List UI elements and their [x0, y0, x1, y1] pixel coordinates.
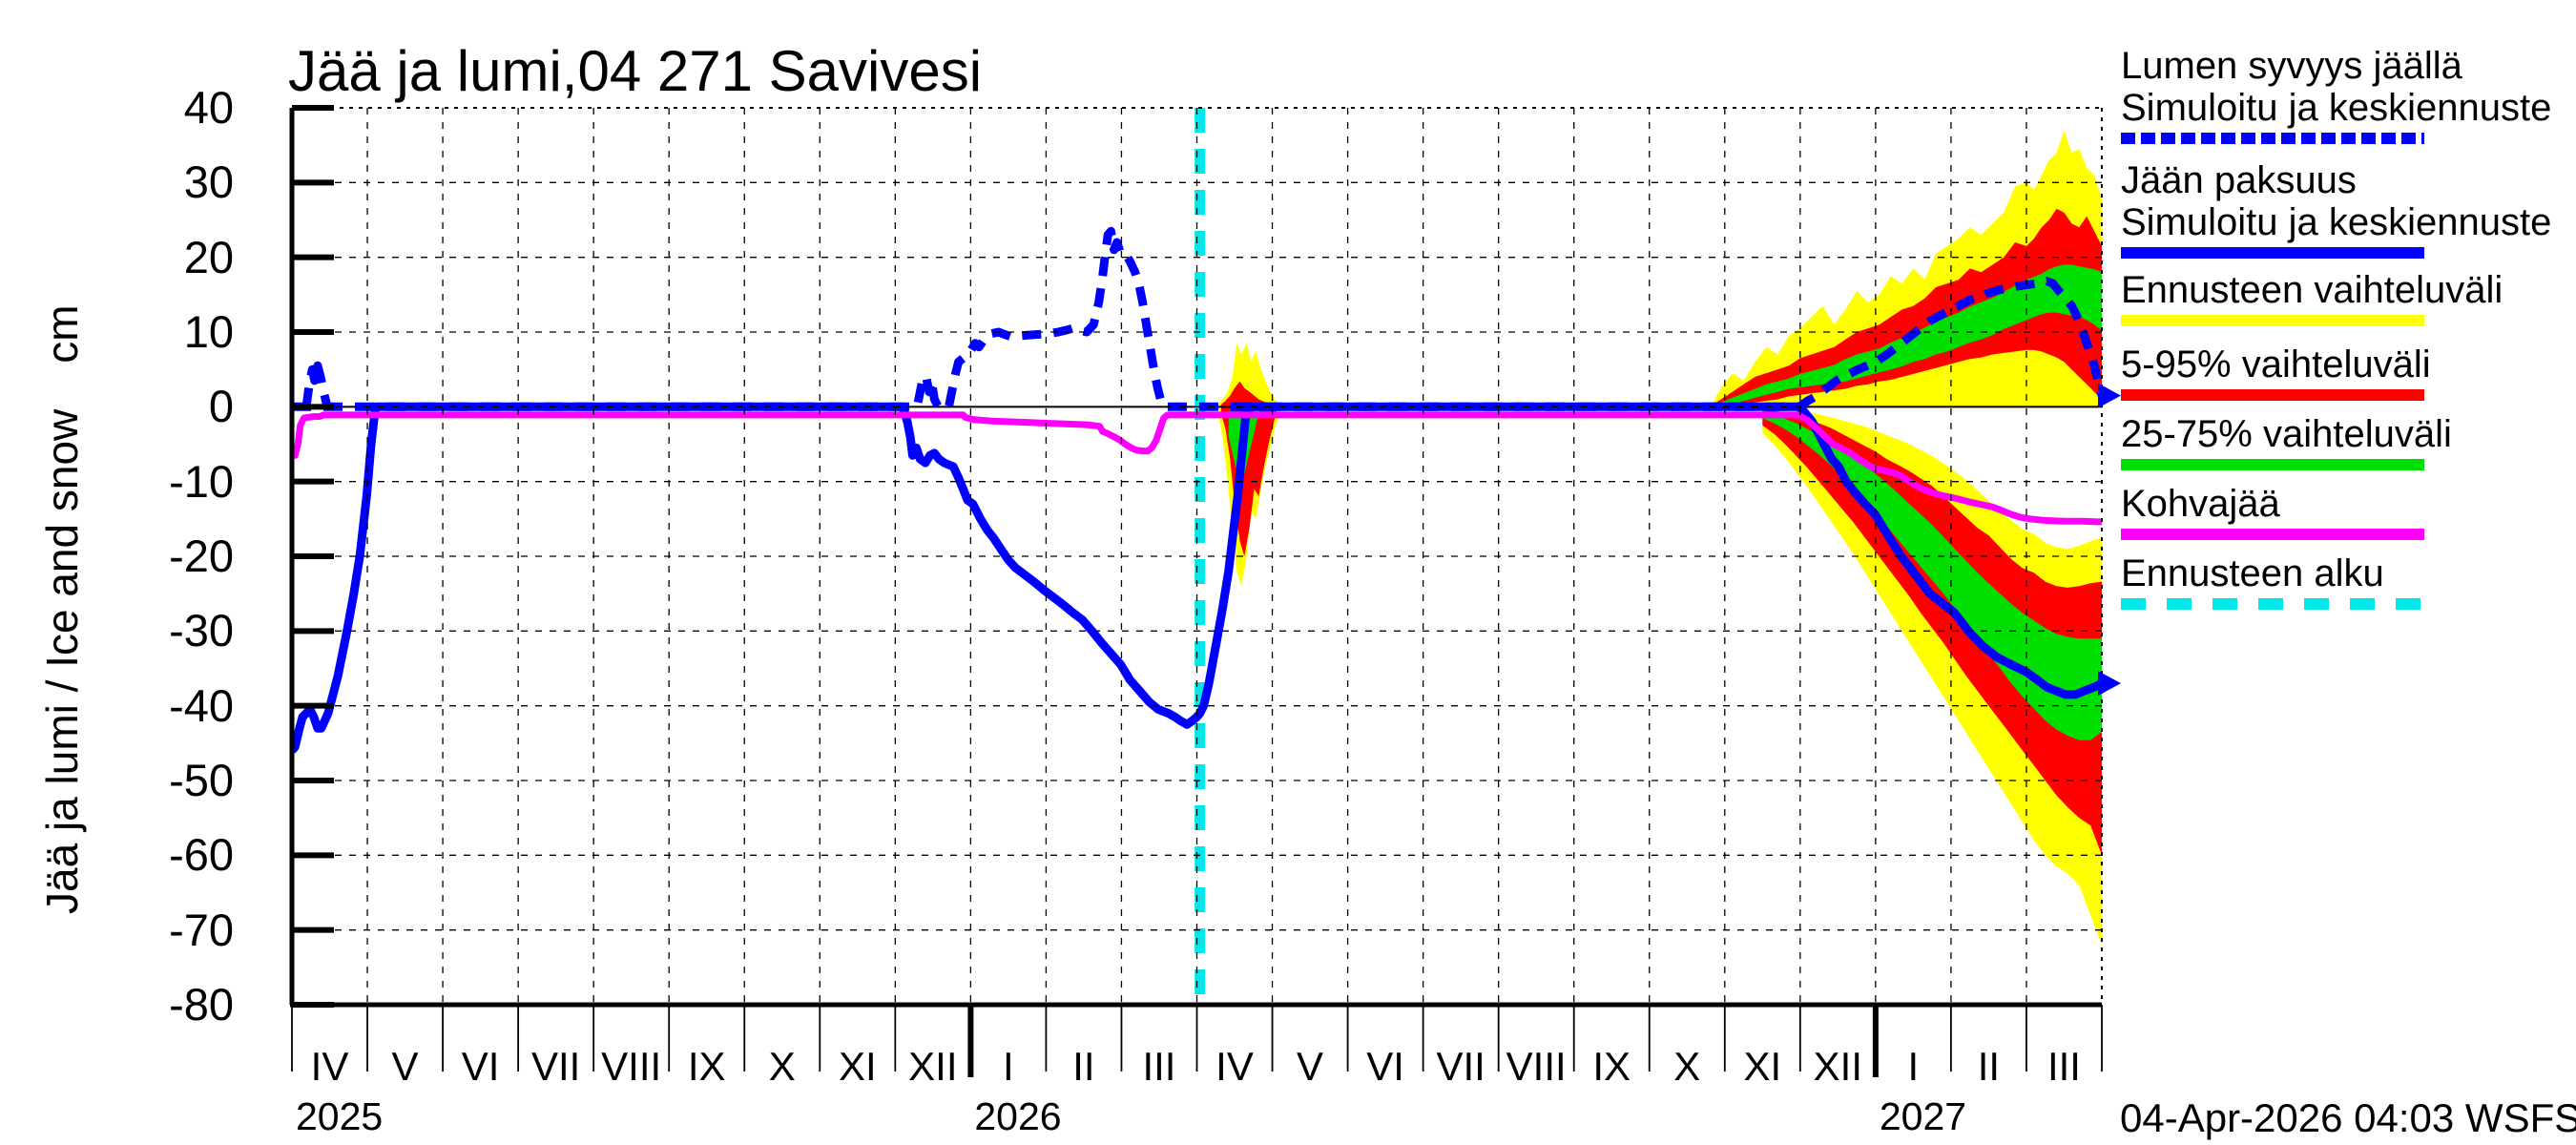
- ice_forecast_25_75_green: [1762, 410, 2102, 740]
- y-tick-label: -60: [169, 829, 234, 881]
- legend-label: 5-95% vaihteluväli: [2121, 344, 2431, 385]
- snow_forecast_25_75_green: [1713, 264, 2102, 407]
- x-year-label: 2025: [296, 1094, 384, 1138]
- x-month-label: I: [1003, 1044, 1014, 1089]
- x-month-label: XII: [908, 1044, 958, 1089]
- x-month-label: IX: [687, 1044, 726, 1089]
- series-end-arrow: [2098, 671, 2121, 697]
- y-tick-label: 30: [183, 156, 234, 208]
- x-month-label: II: [1072, 1044, 1095, 1089]
- legend-item-2: Ennusteen vaihteluväli: [2121, 269, 2569, 326]
- timestamp: 04-Apr-2026 04:03 WSFS-P: [2120, 1095, 2576, 1140]
- legend-sample-line: [2121, 315, 2424, 326]
- x-month-label: XII: [1813, 1044, 1863, 1089]
- y-tick-label: -70: [169, 904, 234, 955]
- x-month-label: VIII: [601, 1044, 662, 1089]
- x-month-label: VII: [1436, 1044, 1485, 1089]
- legend-label: Kohvajää: [2121, 483, 2280, 525]
- legend-label: Jään paksuus: [2121, 159, 2357, 201]
- legend-item-3: 5-95% vaihteluväli: [2121, 344, 2569, 401]
- legend-item-5: Kohvajää: [2121, 483, 2569, 540]
- x-month-label: II: [1977, 1044, 2001, 1089]
- y-tick-label: -80: [169, 979, 234, 1030]
- series-ice_thickness_simulated_mean: [292, 402, 2102, 754]
- x-month-label: IV: [310, 1044, 349, 1089]
- legend-sample-line: [2121, 133, 2424, 144]
- x-month-label: VI: [461, 1044, 500, 1089]
- x-month-label: III: [2046, 1044, 2081, 1089]
- y-tick-label: 20: [183, 231, 234, 282]
- legend-sample-line: [2121, 529, 2424, 540]
- x-month-label: XI: [1743, 1044, 1782, 1089]
- legend-item-1: Jään paksuus Simuloitu ja keskiennuste: [2121, 159, 2569, 259]
- x-month-label: X: [1673, 1044, 1701, 1089]
- x-month-label: IV: [1215, 1044, 1254, 1089]
- chart-title: Jää ja lumi,04 271 Savivesi: [288, 39, 983, 103]
- legend-label: 25-75% vaihteluväli: [2121, 413, 2452, 455]
- legend-label: Simuloitu ja keskiennuste: [2121, 201, 2552, 243]
- x-year-label: 2026: [974, 1094, 1062, 1138]
- x-month-label: X: [768, 1044, 796, 1089]
- y-tick-label: 0: [208, 381, 234, 432]
- y-tick-label: -20: [169, 531, 234, 581]
- legend-label: Lumen syvyys jäällä: [2121, 45, 2462, 87]
- legend-sample-line: [2121, 247, 2424, 259]
- y-tick-label: 10: [183, 306, 234, 357]
- legend-item-0: Lumen syvyys jäällä Simuloitu ja keskienn…: [2121, 45, 2569, 144]
- x-month-label: I: [1907, 1044, 1920, 1089]
- x-month-label: V: [391, 1044, 419, 1089]
- x-month-label: IX: [1592, 1044, 1631, 1089]
- x-month-label: VI: [1366, 1044, 1404, 1089]
- series-kohvajaa_frazil_ice: [292, 411, 2102, 526]
- y-tick-label: 40: [183, 82, 234, 133]
- series-snow_depth_simulated_mean: [292, 226, 2102, 411]
- y-tick-label: -30: [169, 605, 234, 656]
- legend-sample-line: [2121, 459, 2424, 470]
- legend-label: Simuloitu ja keskiennuste: [2121, 87, 2552, 129]
- series-end-arrow: [2098, 383, 2121, 408]
- ice_forecast_total_range_yellow: [1762, 407, 2102, 946]
- snow_forecast_5_95_red: [1713, 208, 2102, 407]
- legend-item-4: 25-75% vaihteluväli: [2121, 413, 2569, 470]
- x-year-label: 2027: [1879, 1094, 1967, 1138]
- x-month-label: VII: [530, 1044, 581, 1089]
- x-month-label: V: [1297, 1044, 1324, 1089]
- legend-item-6: Ennusteen alku: [2121, 552, 2569, 610]
- x-month-label: VIII: [1506, 1044, 1567, 1089]
- series-snow_depth_spring_spike: [301, 361, 332, 408]
- y-tick-label: -40: [169, 679, 234, 731]
- legend-sample-line: [2121, 389, 2424, 401]
- x-month-label: XI: [838, 1044, 877, 1089]
- legend-label: Ennusteen vaihteluväli: [2121, 269, 2503, 311]
- y-tick-label: -50: [169, 755, 234, 805]
- x-month-label: III: [1142, 1044, 1176, 1089]
- legend-sample-line: [2121, 598, 2424, 610]
- legend-label: Ennusteen alku: [2121, 552, 2384, 594]
- y-tick-label: -10: [169, 455, 234, 507]
